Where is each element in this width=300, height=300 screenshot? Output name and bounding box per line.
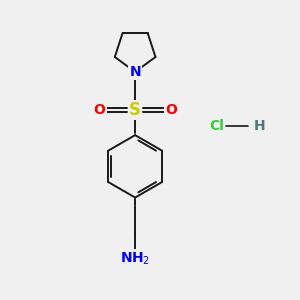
Text: H: H <box>254 119 266 133</box>
Text: Cl: Cl <box>209 119 224 133</box>
Text: O: O <box>94 103 105 117</box>
Text: N: N <box>129 65 141 79</box>
Text: S: S <box>129 101 141 119</box>
Text: O: O <box>165 103 177 117</box>
Text: NH$_2$: NH$_2$ <box>120 250 150 267</box>
